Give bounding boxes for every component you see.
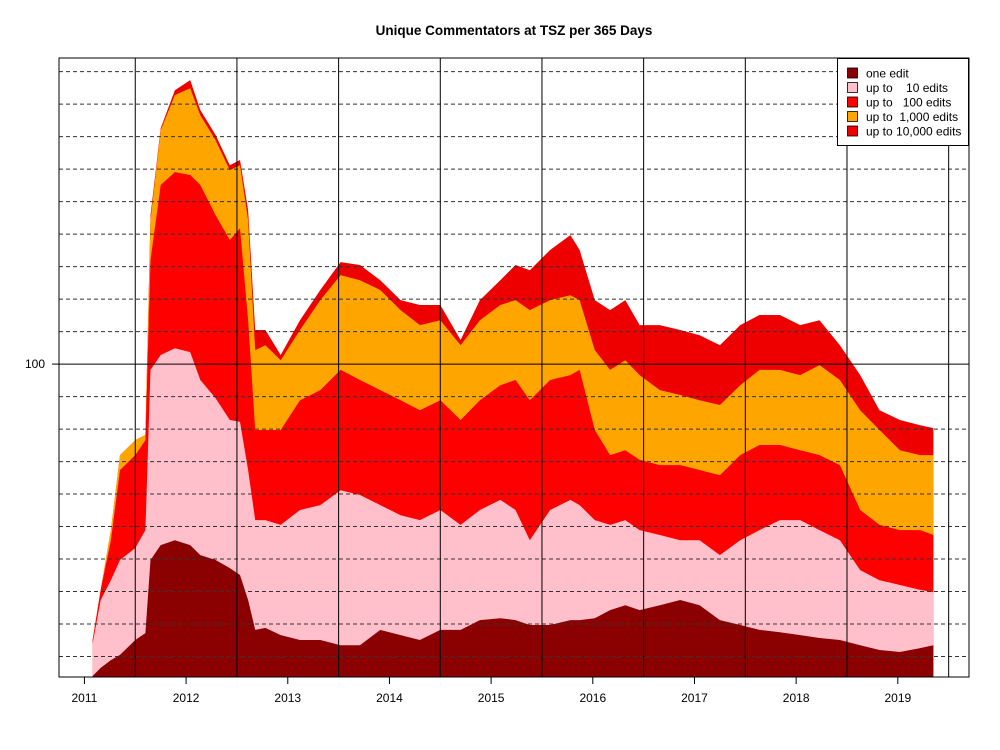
x-axis: 2011 2012 2013 2014 2015 2016 2017 2018 2019 [72,677,911,705]
legend-swatch [847,111,858,122]
area-one-edit [92,540,934,677]
chart-title: Unique Commentators at TSZ per 365 Days [376,23,653,38]
legend-label: up to 10 edits [866,81,948,95]
area-up-to-10-edits [92,348,934,677]
legend-label: up to 10,000 edits [866,125,961,139]
x-tick-label: 2019 [884,691,911,705]
y-tick-label: 100 [25,357,45,371]
x-tick-label: 2011 [72,691,98,705]
legend-swatch [847,125,858,137]
gridlines [59,58,969,677]
x-tick-label: 2015 [478,691,505,705]
x-tick-label: 2018 [783,691,810,705]
legend-box [837,58,969,146]
legend-label: one edit [866,67,909,81]
x-tick-label: 2017 [681,691,708,705]
legend-swatch [847,96,858,108]
x-tick-label: 2016 [579,691,606,705]
legend-swatch [847,67,858,79]
legend-label: up to 100 edits [866,96,951,110]
y-axis: 100 [25,357,59,371]
legend-swatch [847,82,858,93]
x-tick-label: 2014 [376,691,403,705]
legend-label: up to 1,000 edits [866,110,958,124]
plot-frame [58,57,970,678]
x-tick-label: 2013 [274,691,301,705]
stacked-areas [92,80,934,678]
x-tick-label: 2012 [173,691,200,705]
